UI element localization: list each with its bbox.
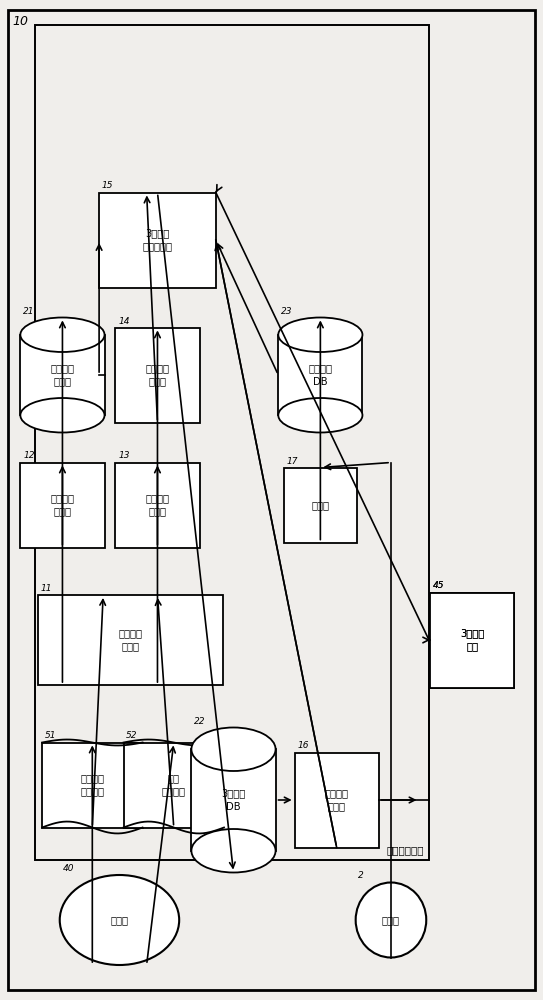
- Text: 3维形状
信息: 3维形状 信息: [460, 628, 484, 652]
- Text: 刀具
图像数据: 刀具 图像数据: [162, 773, 186, 797]
- Text: 3维形状
DB: 3维形状 DB: [222, 788, 245, 812]
- Bar: [21, 335, 104, 415]
- FancyBboxPatch shape: [115, 328, 199, 422]
- Ellipse shape: [60, 875, 179, 965]
- Text: 干涉检查装置: 干涉检查装置: [386, 845, 424, 855]
- Text: 17: 17: [287, 456, 298, 466]
- Text: 校正图案
图像数据: 校正图案 图像数据: [80, 773, 104, 797]
- Ellipse shape: [279, 318, 363, 352]
- Text: 13: 13: [118, 452, 130, 460]
- Text: 2: 2: [358, 871, 364, 880]
- FancyBboxPatch shape: [99, 192, 216, 288]
- Ellipse shape: [192, 829, 275, 872]
- Text: 实际长度
变换表: 实际长度 变换表: [50, 363, 74, 387]
- FancyBboxPatch shape: [8, 10, 535, 990]
- Ellipse shape: [192, 728, 275, 771]
- FancyBboxPatch shape: [35, 25, 429, 860]
- Text: 10: 10: [12, 15, 28, 28]
- FancyBboxPatch shape: [21, 462, 104, 548]
- Text: 21: 21: [23, 306, 35, 316]
- FancyBboxPatch shape: [430, 592, 514, 688]
- Text: 16: 16: [298, 742, 309, 750]
- Ellipse shape: [279, 398, 363, 432]
- Text: 40: 40: [62, 864, 74, 873]
- FancyBboxPatch shape: [430, 592, 514, 688]
- Text: 15: 15: [102, 182, 113, 190]
- FancyBboxPatch shape: [38, 595, 223, 685]
- Text: 12: 12: [23, 452, 35, 460]
- Text: 3维形状
信息: 3维形状 信息: [460, 628, 484, 652]
- Text: 22: 22: [194, 716, 206, 726]
- Text: 51: 51: [45, 732, 56, 740]
- Text: 图像数据
接收部: 图像数据 接收部: [118, 628, 142, 652]
- Text: 照相机: 照相机: [110, 915, 129, 925]
- FancyBboxPatch shape: [283, 468, 357, 542]
- Ellipse shape: [21, 398, 104, 432]
- Text: 校正信息
解析部: 校正信息 解析部: [50, 493, 74, 517]
- Text: 45: 45: [433, 582, 445, 590]
- Text: 作业者: 作业者: [382, 915, 400, 925]
- Text: 23: 23: [281, 306, 293, 316]
- FancyBboxPatch shape: [124, 742, 224, 828]
- FancyBboxPatch shape: [42, 742, 142, 828]
- Text: 输入部: 输入部: [311, 500, 330, 510]
- Text: 干涉检查
处理部: 干涉检查 处理部: [325, 788, 349, 812]
- Text: 45: 45: [433, 582, 445, 590]
- Ellipse shape: [21, 318, 104, 352]
- Text: 旋转中心
解析部: 旋转中心 解析部: [146, 363, 169, 387]
- Text: 14: 14: [118, 316, 130, 326]
- Text: 轮廓形状
解析部: 轮廓形状 解析部: [146, 493, 169, 517]
- Ellipse shape: [356, 882, 426, 958]
- FancyBboxPatch shape: [115, 462, 199, 548]
- Bar: [192, 749, 275, 851]
- Text: 3维旋转
形状生成部: 3维旋转 形状生成部: [142, 228, 173, 252]
- Text: 52: 52: [126, 732, 138, 740]
- Text: 切刀长度
DB: 切刀长度 DB: [308, 363, 332, 387]
- Bar: [278, 335, 363, 415]
- FancyBboxPatch shape: [294, 752, 379, 847]
- Text: 11: 11: [41, 584, 52, 593]
